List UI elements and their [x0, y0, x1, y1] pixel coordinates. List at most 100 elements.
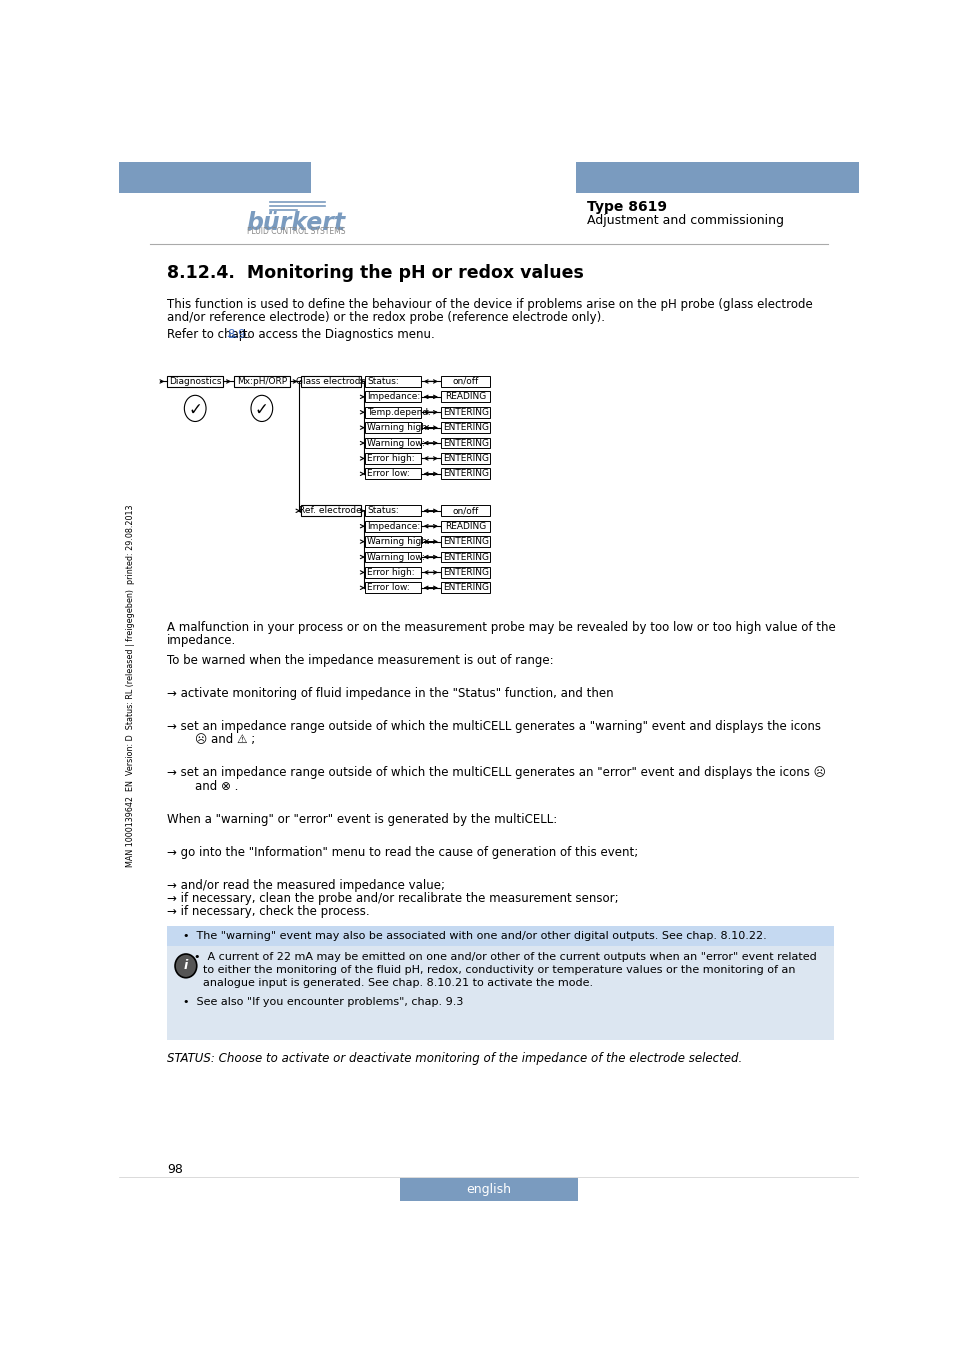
Text: Temp.depend.: Temp.depend.: [367, 408, 431, 417]
Text: Error high:: Error high:: [367, 568, 415, 576]
Bar: [365, 437, 420, 448]
Text: ENTERING: ENTERING: [442, 470, 488, 478]
Bar: [300, 377, 360, 387]
Bar: [167, 926, 833, 1040]
Text: Diagnostics: Diagnostics: [169, 377, 221, 386]
Bar: [440, 377, 490, 387]
Bar: [365, 567, 420, 578]
Text: Error low:: Error low:: [367, 470, 410, 478]
Bar: [440, 423, 490, 433]
Bar: [440, 536, 490, 547]
Text: •  The "warning" event may also be associated with one and/or other digital outp: • The "warning" event may also be associ…: [183, 931, 766, 941]
Text: i: i: [184, 960, 188, 972]
Text: Refer to chap.: Refer to chap.: [167, 328, 253, 342]
Text: on/off: on/off: [452, 377, 478, 386]
Text: → if necessary, clean the probe and/or recalibrate the measurement sensor;: → if necessary, clean the probe and/or r…: [167, 892, 618, 904]
Text: FLUID CONTROL SYSTEMS: FLUID CONTROL SYSTEMS: [247, 227, 345, 236]
Text: and/or reference electrode) or the redox probe (reference electrode only).: and/or reference electrode) or the redox…: [167, 310, 604, 324]
Text: Impedance:: Impedance:: [367, 521, 420, 531]
Text: → go into the "Information" menu to read the cause of generation of this event;: → go into the "Information" menu to read…: [167, 845, 638, 859]
Text: Impedance:: Impedance:: [367, 393, 420, 401]
Bar: [440, 567, 490, 578]
Text: •  See also "If you encounter problems", chap. 9.3: • See also "If you encounter problems", …: [183, 998, 463, 1007]
Bar: [440, 406, 490, 417]
Bar: [167, 377, 223, 387]
Text: When a "warning" or "error" event is generated by the multiCELL:: When a "warning" or "error" event is gen…: [167, 813, 557, 826]
Text: 8.9: 8.9: [228, 328, 246, 342]
Text: on/off: on/off: [452, 506, 478, 516]
Text: Warning high:: Warning high:: [367, 537, 430, 547]
Text: ENTERING: ENTERING: [442, 552, 488, 562]
Bar: [440, 582, 490, 593]
Bar: [365, 423, 420, 433]
Bar: [576, 162, 858, 193]
Bar: [365, 536, 420, 547]
Text: Adjustment and commissioning: Adjustment and commissioning: [586, 213, 782, 227]
Text: → if necessary, check the process.: → if necessary, check the process.: [167, 904, 370, 918]
Text: ENTERING: ENTERING: [442, 454, 488, 463]
Text: → set an impedance range outside of which the multiCELL generates a "warning" ev: → set an impedance range outside of whic…: [167, 721, 821, 733]
Text: Error low:: Error low:: [367, 583, 410, 593]
Bar: [365, 454, 420, 464]
Bar: [440, 437, 490, 448]
Text: ENTERING: ENTERING: [442, 423, 488, 432]
Text: STATUS: Choose to activate or deactivate monitoring of the impedance of the elec: STATUS: Choose to activate or deactivate…: [167, 1052, 741, 1065]
Text: → activate monitoring of fluid impedance in the "Status" function, and then: → activate monitoring of fluid impedance…: [167, 687, 614, 701]
Text: A malfunction in your process or on the measurement probe may be revealed by too: A malfunction in your process or on the …: [167, 621, 835, 634]
Text: english: english: [466, 1184, 511, 1196]
Text: •  A current of 22 mA may be emitted on one and/or other of the current outputs : • A current of 22 mA may be emitted on o…: [193, 952, 816, 963]
Text: → and/or read the measured impedance value;: → and/or read the measured impedance val…: [167, 879, 445, 892]
Text: Error high:: Error high:: [367, 454, 415, 463]
Text: to access the Diagnostics menu.: to access the Diagnostics menu.: [238, 328, 434, 342]
Text: ENTERING: ENTERING: [442, 537, 488, 547]
Bar: [233, 377, 290, 387]
Ellipse shape: [184, 396, 206, 421]
Bar: [440, 454, 490, 464]
Text: analogue input is generated. See chap. 8.10.21 to activate the mode.: analogue input is generated. See chap. 8…: [203, 979, 593, 988]
Bar: [365, 505, 420, 516]
Text: ENTERING: ENTERING: [442, 408, 488, 417]
Text: ENTERING: ENTERING: [442, 439, 488, 448]
Bar: [365, 521, 420, 532]
Text: impedance.: impedance.: [167, 634, 236, 647]
Bar: [365, 582, 420, 593]
Text: ENTERING: ENTERING: [442, 583, 488, 593]
Text: ✓: ✓: [254, 401, 269, 418]
Text: ENTERING: ENTERING: [442, 568, 488, 576]
Bar: [440, 521, 490, 532]
Bar: [365, 552, 420, 563]
Text: Status:: Status:: [367, 506, 398, 516]
Text: bürkert: bürkert: [246, 211, 345, 235]
Bar: [365, 392, 420, 402]
Text: To be warned when the impedance measurement is out of range:: To be warned when the impedance measurem…: [167, 653, 554, 667]
Text: Status:: Status:: [367, 377, 398, 386]
Text: 8.12.4.  Monitoring the pH or redox values: 8.12.4. Monitoring the pH or redox value…: [167, 263, 583, 282]
Bar: [365, 468, 420, 479]
Text: READING: READING: [445, 521, 486, 531]
Text: Glass electrode: Glass electrode: [295, 377, 366, 386]
Text: → set an impedance range outside of which the multiCELL generates an "error" eve: → set an impedance range outside of whic…: [167, 767, 825, 779]
Text: Ref. electrode: Ref. electrode: [299, 506, 362, 516]
Text: Warning low:: Warning low:: [367, 552, 425, 562]
Text: Type 8619: Type 8619: [586, 201, 666, 215]
Bar: [440, 468, 490, 479]
Bar: [167, 926, 833, 946]
Ellipse shape: [174, 954, 196, 977]
Text: READING: READING: [445, 393, 486, 401]
Text: ☹ and ⚠ ;: ☹ and ⚠ ;: [179, 733, 254, 747]
Bar: [399, 1179, 578, 1202]
Text: This function is used to define the behaviour of the device if problems arise on: This function is used to define the beha…: [167, 298, 812, 312]
Text: Mx:pH/ORP: Mx:pH/ORP: [236, 377, 287, 386]
Bar: [440, 392, 490, 402]
Text: Warning low:: Warning low:: [367, 439, 425, 448]
Text: ✓: ✓: [188, 401, 202, 418]
Bar: [365, 406, 420, 417]
Text: 98: 98: [167, 1162, 183, 1176]
Bar: [440, 505, 490, 516]
Bar: [119, 162, 311, 193]
Bar: [365, 377, 420, 387]
Text: to either the monitoring of the fluid pH, redox, conductivity or temperature val: to either the monitoring of the fluid pH…: [203, 965, 795, 975]
Bar: [300, 505, 360, 516]
Text: Warning high:: Warning high:: [367, 423, 430, 432]
Bar: [440, 552, 490, 563]
